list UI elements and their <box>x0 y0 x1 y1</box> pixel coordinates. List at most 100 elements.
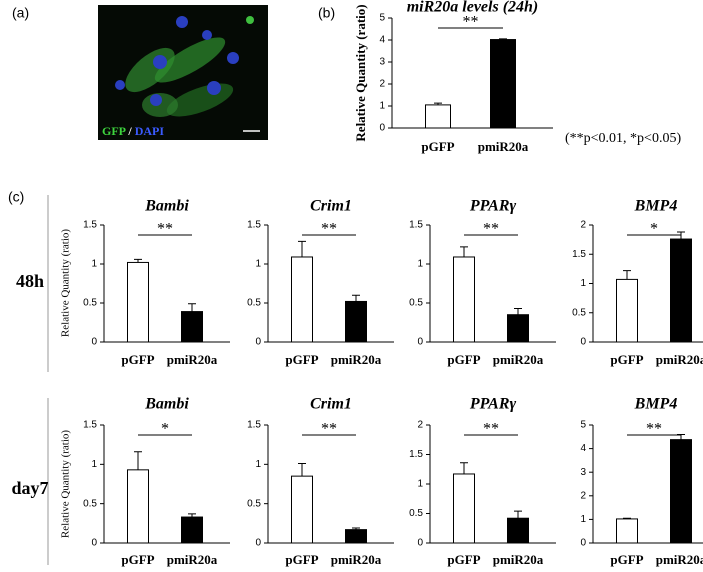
error-bar <box>514 510 522 519</box>
y-axis-label: Relative Quantity (ratio) <box>60 229 72 337</box>
y-tick-label: 0.5 <box>83 298 97 309</box>
micrograph: GFP / DAPI <box>98 5 268 140</box>
error-bar <box>352 294 360 302</box>
y-tick-label: 5 <box>580 420 586 431</box>
chart-title: Bambi <box>144 198 189 215</box>
y-tick-label: 5 <box>379 13 385 24</box>
y-tick-label: 1 <box>91 259 97 270</box>
y-tick-label: 1 <box>379 101 385 112</box>
y-tick-label: 1.5 <box>409 220 423 231</box>
bar <box>453 473 475 544</box>
panel-label: (a) <box>12 5 29 21</box>
x-tick-label: pmiR20a <box>331 552 382 567</box>
error-bar <box>298 240 306 257</box>
x-tick-label: pmiR20a <box>167 352 218 367</box>
y-tick-label: 1 <box>255 459 261 470</box>
x-tick-label: pmiR20a <box>493 352 544 367</box>
y-tick-label: 2 <box>417 420 423 431</box>
x-tick-label: pGFP <box>447 552 480 567</box>
x-tick-label: pmiR20a <box>478 139 529 154</box>
significance-label: ** <box>483 421 499 438</box>
x-tick-label: pGFP <box>610 352 643 367</box>
error-bar <box>188 303 196 312</box>
y-tick-label: 0 <box>580 538 586 549</box>
y-tick-label: 1.5 <box>247 420 261 431</box>
y-tick-label: 1.5 <box>247 220 261 231</box>
bar <box>291 256 313 343</box>
error-bar <box>460 462 468 474</box>
bar <box>127 261 149 343</box>
y-tick-label: 0.5 <box>247 298 261 309</box>
x-tick-label: pmiR20a <box>167 552 218 567</box>
y-tick-label: 1 <box>255 259 261 270</box>
significance-label: ** <box>321 421 337 438</box>
significance-label: * <box>650 221 658 238</box>
chart-title: Crim1 <box>310 396 352 413</box>
row-label: 48h <box>16 271 44 291</box>
error-bar <box>514 307 522 315</box>
y-tick-label: 0.5 <box>409 298 423 309</box>
significance-label: ** <box>483 221 499 238</box>
bar <box>616 518 638 544</box>
significance-label: ** <box>646 421 662 438</box>
x-tick-label: pmiR20a <box>656 552 703 567</box>
x-tick-label: pGFP <box>285 552 318 567</box>
chart-title: BMP4 <box>634 396 678 413</box>
bar <box>670 238 692 343</box>
image-label: / <box>127 124 132 138</box>
x-tick-label: pGFP <box>610 552 643 567</box>
row-label: day7 <box>11 478 48 498</box>
error-bar <box>677 231 685 240</box>
y-tick-label: 4 <box>580 443 586 454</box>
panel-label: (b) <box>318 5 335 21</box>
error-bar <box>298 463 306 477</box>
error-bar <box>434 102 442 105</box>
significance-label: * <box>161 421 169 438</box>
chart-title: miR20a levels (24h) <box>407 0 539 16</box>
y-tick-label: 4 <box>379 35 385 46</box>
x-tick-label: pGFP <box>121 552 154 567</box>
error-bar <box>352 527 360 530</box>
bar <box>507 314 529 343</box>
y-tick-label: 1.5 <box>83 220 97 231</box>
y-axis-label: Relative Quantity (ratio) <box>353 4 368 141</box>
error-bar <box>499 38 507 40</box>
y-tick-label: 0 <box>91 337 97 348</box>
bar <box>181 311 203 343</box>
error-bar <box>623 270 631 280</box>
error-bar <box>623 517 631 519</box>
bar <box>616 278 638 343</box>
significance-note: (**p<0.01, *p<0.05) <box>565 131 681 146</box>
y-tick-label: 0.5 <box>409 508 423 519</box>
x-tick-label: pmiR20a <box>656 352 703 367</box>
x-tick-label: pGFP <box>447 352 480 367</box>
y-tick-label: 0.5 <box>572 307 586 318</box>
y-tick-label: 0 <box>580 337 586 348</box>
y-tick-label: 1 <box>417 479 423 490</box>
y-tick-label: 0.5 <box>83 498 97 509</box>
bar <box>345 300 367 343</box>
bar <box>670 439 692 544</box>
significance-label: ** <box>157 221 173 238</box>
y-tick-label: 1.5 <box>83 420 97 431</box>
chart-title: PPARγ <box>469 198 517 215</box>
error-bar <box>134 451 142 470</box>
bar <box>425 104 451 129</box>
y-tick-label: 2 <box>379 79 385 90</box>
chart-title: Crim1 <box>310 198 352 215</box>
y-tick-label: 0 <box>379 123 385 134</box>
chart-title: Bambi <box>144 396 189 413</box>
bar <box>291 475 313 544</box>
y-tick-label: 2 <box>580 220 586 231</box>
significance-label: ** <box>321 221 337 238</box>
y-tick-label: 1 <box>580 278 586 289</box>
y-tick-label: 3 <box>580 467 586 478</box>
y-tick-label: 1.5 <box>572 249 586 260</box>
bar <box>345 529 367 544</box>
image-label: GFP <box>102 124 126 138</box>
significance-label: ** <box>463 14 479 31</box>
y-tick-label: 1 <box>91 459 97 470</box>
y-axis-label: Relative Quantity (ratio) <box>60 430 72 538</box>
panel-label: (c) <box>8 189 24 205</box>
x-tick-label: pGFP <box>421 139 454 154</box>
